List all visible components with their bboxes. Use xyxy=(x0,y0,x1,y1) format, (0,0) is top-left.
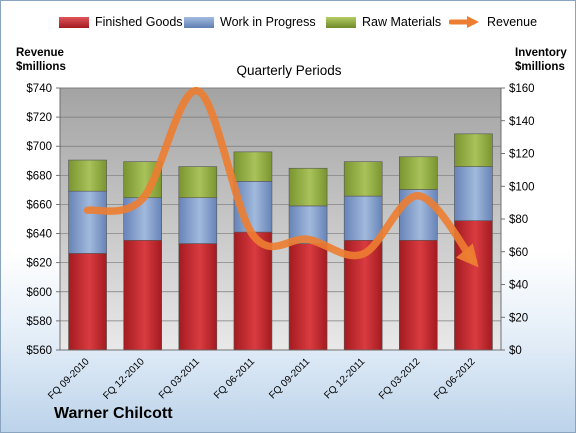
bar-finished-goods xyxy=(288,243,328,351)
right-tick-label: $100 xyxy=(509,181,535,193)
legend-swatch-raw-materials xyxy=(326,16,356,28)
bar-finished-goods xyxy=(68,253,107,351)
right-tick-label: $0 xyxy=(509,345,522,357)
revenue-line xyxy=(83,87,478,265)
left-tick-label: $580 xyxy=(26,316,52,328)
legend-item-revenue: Revenue xyxy=(449,15,537,29)
left-tick-label: $700 xyxy=(26,141,52,153)
right-tick-label: $140 xyxy=(509,116,535,128)
left-tick-label: $560 xyxy=(26,345,52,357)
category-label: FQ 09-2010 xyxy=(46,356,92,402)
category-label: FQ 03-2011 xyxy=(157,356,202,401)
right-axis-title-line-1: Inventory xyxy=(515,47,567,59)
left-tick-label: $620 xyxy=(26,258,52,270)
bar-finished-goods xyxy=(399,239,438,351)
right-axis-title-line-2: $millions xyxy=(515,61,565,73)
legend-label-raw-materials: Raw Materials xyxy=(362,15,442,29)
category-label: FQ 09-2011 xyxy=(267,356,312,401)
category-label: FQ 12-2011 xyxy=(322,356,367,401)
legend-arrow-icon xyxy=(449,16,479,28)
left-tick-label: $720 xyxy=(26,112,52,124)
left-tick-label: $660 xyxy=(26,199,52,211)
bar-finished-goods xyxy=(178,243,218,351)
category-label: FQ 03-2012 xyxy=(377,356,423,402)
legend-item-finished-goods: Finished Goods xyxy=(59,15,183,29)
legend-swatch-work-in-progress xyxy=(184,16,214,28)
category-label: FQ 12-2010 xyxy=(101,356,147,402)
left-axis-title: Revenue $millions xyxy=(16,46,66,74)
legend-item-raw-materials: Raw Materials xyxy=(326,15,441,29)
right-tick-label: $80 xyxy=(509,214,528,226)
bar-raw-materials xyxy=(288,167,328,207)
bar-finished-goods xyxy=(123,239,162,351)
legend-label-finished-goods: Finished Goods xyxy=(95,15,183,29)
right-tick-label: $120 xyxy=(509,149,535,161)
left-axis-title-line-2: $millions xyxy=(16,61,66,73)
bar-work-in-progress xyxy=(68,190,107,254)
bar-work-in-progress xyxy=(178,197,218,244)
right-tick-label: $60 xyxy=(509,247,528,259)
chart-title: Quarterly Periods xyxy=(236,63,342,78)
category-label: FQ 06-2012 xyxy=(432,356,478,402)
left-tick-label: $680 xyxy=(26,170,52,182)
right-tick-label: $160 xyxy=(509,83,535,95)
bar-finished-goods xyxy=(233,231,273,351)
right-axis-title: Inventory $millions xyxy=(515,46,567,74)
legend: Finished Goods Work in Progress Raw Mate… xyxy=(1,15,575,35)
category-label: FQ 06-2011 xyxy=(212,356,257,401)
bar-raw-materials xyxy=(343,161,383,197)
left-axis-title-line-1: Revenue xyxy=(16,47,64,59)
bar-work-in-progress xyxy=(454,166,493,221)
legend-swatch-finished-goods xyxy=(59,16,89,28)
bar-raw-materials xyxy=(399,156,438,190)
left-tick-label: $740 xyxy=(26,83,52,95)
legend-item-work-in-progress: Work in Progress xyxy=(184,15,316,29)
bar-raw-materials xyxy=(454,133,493,167)
bar-raw-materials xyxy=(233,151,273,182)
bar-raw-materials xyxy=(68,159,107,192)
company-name: Warner Chilcott xyxy=(54,405,173,422)
right-tick-label: $20 xyxy=(509,312,528,324)
right-tick-label: $40 xyxy=(509,280,528,292)
bar-raw-materials xyxy=(178,166,218,199)
left-tick-label: $600 xyxy=(26,287,52,299)
left-tick-label: $640 xyxy=(26,229,52,241)
revenue-arrowhead xyxy=(456,243,479,268)
legend-label-revenue: Revenue xyxy=(487,15,538,29)
legend-label-work-in-progress: Work in Progress xyxy=(220,15,316,29)
bar-work-in-progress xyxy=(343,195,383,241)
